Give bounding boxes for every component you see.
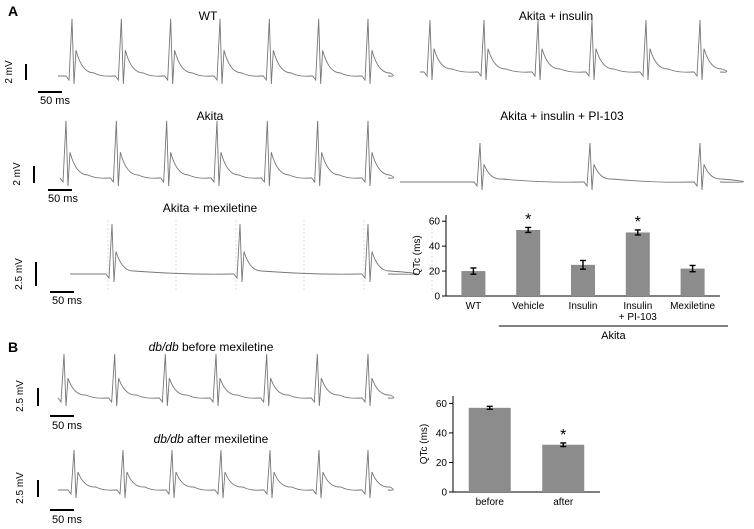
ecg-trace-akita (59, 120, 395, 187)
scale-bar-ms-label: 50 ms (52, 295, 82, 307)
y-tick-label: 20 (436, 458, 448, 469)
scale-bar-ms-label: 50 ms (48, 193, 78, 205)
y-axis-label: QTc (ms) (412, 235, 423, 276)
y-axis-label: QTc (ms) (419, 424, 430, 465)
scale-bar-mv-label: 2 mV (4, 60, 15, 84)
trace-title-akita-insulin-pi103: Akita + insulin + PI-103 (500, 109, 624, 123)
ecg-waveform (59, 120, 395, 187)
scale-bar-wt: 2 mV 50 ms (4, 60, 70, 107)
scale-bar-dbdb-before: 2.5 mV 50 ms (15, 380, 82, 432)
scale-bar-mv-label: 2 mV (12, 162, 23, 186)
x-tick-label: + PI-103 (619, 312, 658, 323)
ecg-waveform (57, 353, 395, 407)
scale-bar-akita-mexiletine: 2.5 mV 50 ms (14, 258, 82, 307)
trace-title-akita: Akita (197, 109, 224, 123)
ecg-waveform (58, 18, 394, 85)
scale-bar-dbdb-after: 2.5 mV 50 ms (15, 472, 82, 526)
ecg-waveform (420, 19, 728, 81)
scale-bar-ms-label: 50 ms (52, 514, 82, 526)
significance-marker: * (560, 427, 566, 444)
trace-title-dbdb-before: db/db before mexiletine (149, 340, 274, 354)
ecg-trace-dbdb-before (57, 353, 395, 407)
ecg-trace-wt (58, 18, 394, 85)
x-tick-label: Insulin (623, 301, 652, 312)
x-tick-label: WT (466, 301, 482, 312)
x-tick-label: Vehicle (512, 301, 545, 312)
trace-title-rest: after mexiletine (184, 432, 269, 446)
scale-bar-mv-label: 2.5 mV (15, 472, 26, 504)
scale-bar-mv-label: 2.5 mV (14, 258, 25, 290)
panel-letter-b: B (8, 339, 18, 355)
x-tick-label: after (553, 497, 574, 508)
ecg-waveform (400, 142, 744, 191)
scale-bar-akita: 2 mV 50 ms (12, 162, 78, 205)
ecg-trace-akita-mexiletine (70, 220, 433, 290)
trace-title-wt: WT (199, 9, 218, 23)
panel-letter-a: A (8, 3, 18, 19)
trace-title-italic: db/db (154, 432, 184, 446)
ecg-trace-akita-insulin (420, 19, 728, 81)
significance-marker: * (525, 211, 531, 228)
ecg-trace-akita-insulin-pi103 (400, 142, 744, 191)
qtc-bar-chart-a: 0 20 40 60 QTc (ms) WT * Vehicle Insulin * Insulin… (412, 211, 728, 342)
bar (542, 444, 585, 492)
bar (468, 407, 511, 492)
ecg-trace-dbdb-after (58, 449, 394, 499)
trace-title-rest: before mexiletine (179, 340, 274, 354)
y-tick-label: 40 (429, 242, 441, 253)
significance-marker: * (635, 214, 641, 231)
ecg-waveform (58, 449, 394, 499)
trace-title-dbdb-after: db/db after mexiletine (154, 432, 269, 446)
x-tick-label: Insulin (569, 301, 598, 312)
x-tick-label: before (476, 497, 505, 508)
bar (461, 271, 486, 296)
scale-bar-ms-label: 50 ms (52, 420, 82, 432)
trace-title-akita-mexiletine: Akita + mexiletine (163, 201, 258, 215)
y-tick-label: 60 (436, 399, 448, 410)
bar (625, 232, 650, 296)
bar (571, 264, 595, 296)
scale-bar-ms-label: 50 ms (40, 95, 70, 107)
x-tick-label: Mexiletine (670, 301, 715, 312)
bar (680, 268, 705, 296)
group-label: Akita (601, 330, 626, 342)
trace-title-italic: db/db (149, 340, 179, 354)
y-tick-label: 60 (429, 217, 441, 228)
y-tick-label: 0 (434, 292, 440, 303)
trace-title-akita-insulin: Akita + insulin (519, 9, 593, 23)
ecg-waveform (70, 223, 418, 283)
y-tick-label: 40 (436, 428, 448, 439)
scale-bar-mv-label: 2.5 mV (15, 380, 26, 412)
y-tick-label: 20 (429, 267, 441, 278)
y-tick-label: 0 (441, 488, 447, 499)
qtc-bar-chart-b: 0 20 40 60 QTc (ms) before * after (419, 396, 600, 508)
bar (516, 229, 541, 296)
